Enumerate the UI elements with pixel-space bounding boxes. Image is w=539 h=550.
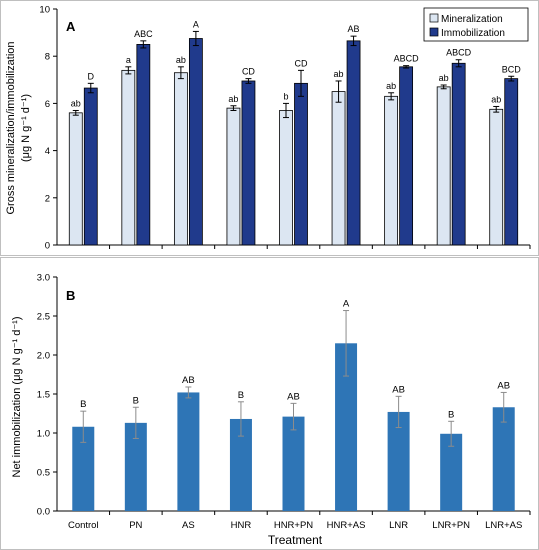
y-tick-label: 2.5: [37, 312, 50, 323]
y-tick-label: 3.0: [37, 273, 50, 284]
bar-net-immobilization: [387, 411, 410, 511]
significance-label-immobilization: ABC: [134, 29, 153, 39]
bar-immobilization: [504, 78, 519, 246]
panel-b: B Net immobilization (μg N g⁻¹ d⁻¹) Trea…: [0, 257, 539, 550]
panel-b-xlabel: Treatment: [268, 533, 323, 547]
x-tick-label: HNR: [231, 520, 252, 531]
significance-label: AB: [392, 384, 405, 395]
significance-label-immobilization: ABCD: [394, 54, 420, 64]
bar-mineralization: [436, 86, 451, 246]
x-tick-label: LNR: [389, 520, 408, 531]
significance-label: AB: [182, 375, 195, 386]
panel-a: A Gross mineralization/immobilization (μ…: [0, 0, 539, 256]
bar-mineralization: [384, 95, 399, 246]
panel-a-legend: Mineralization Immobilization: [423, 7, 529, 42]
panel-a-ylabel-line2: (μg N g⁻¹ d⁻¹): [20, 94, 32, 162]
x-tick-label: Control: [68, 520, 99, 531]
x-tick-label: HNR+PN: [274, 520, 313, 531]
bar-immobilization: [399, 66, 414, 246]
significance-label-immobilization: AB: [348, 24, 360, 34]
legend-label-mineralization: Mineralization: [441, 14, 503, 25]
y-tick-label: 2: [45, 193, 50, 204]
legend-swatch-immobilization: [429, 27, 439, 37]
significance-label-mineralization: ab: [439, 73, 449, 83]
bar-immobilization: [136, 44, 151, 246]
panel-a-label: A: [66, 19, 76, 34]
significance-label-mineralization: ab: [386, 81, 396, 91]
panel-b-bars: B B AB B AB A AB B AB: [72, 299, 515, 511]
significance-label-immobilization: CD: [295, 58, 308, 68]
bar-immobilization: [83, 87, 98, 246]
y-tick-label: 2.0: [37, 351, 50, 362]
significance-label-mineralization: ab: [491, 94, 501, 104]
significance-label-immobilization: CD: [242, 67, 255, 77]
bar-net-immobilization: [440, 433, 463, 511]
y-tick-label: 6: [45, 99, 50, 110]
legend-box: [423, 7, 529, 42]
x-tick-label: LNR+AS: [485, 520, 522, 531]
significance-label-mineralization: ab: [334, 69, 344, 79]
x-tick-label: HNR+AS: [327, 520, 366, 531]
legend-swatch-mineralization: [429, 13, 439, 23]
x-tick-label: LNR+PN: [432, 520, 470, 531]
panel-b-ylabel: Net immobilization (μg N g⁻¹ d⁻¹): [11, 317, 23, 478]
significance-label: B: [448, 409, 454, 420]
bar-mineralization: [68, 112, 83, 246]
bar-mineralization: [331, 91, 346, 246]
bar-net-immobilization: [72, 426, 95, 511]
bar-immobilization: [294, 82, 308, 246]
bar-mineralization: [279, 110, 293, 246]
significance-label: B: [80, 399, 86, 410]
significance-label: B: [133, 395, 139, 406]
panel-a-ylabel-line1: Gross mineralization/immobilization: [5, 41, 17, 214]
y-tick-label: 0.0: [37, 507, 50, 518]
bar-immobilization: [451, 62, 466, 246]
bar-net-immobilization: [229, 418, 252, 511]
bar-mineralization: [173, 72, 188, 246]
significance-label: A: [343, 299, 350, 310]
bar-mineralization: [226, 107, 241, 246]
bar-net-immobilization: [282, 416, 305, 511]
significance-label-immobilization: ABCD: [446, 48, 472, 58]
bar-net-immobilization: [492, 407, 515, 511]
x-tick-label: AS: [182, 520, 195, 531]
panel-a-bars: ab Da ABC ab Aab CD b CD ab AB ab ABCD ab ABCD ab BCD: [68, 19, 522, 246]
legend-label-immobilization: Immobilization: [441, 28, 505, 39]
significance-label: B: [238, 390, 244, 401]
bar-net-immobilization: [335, 343, 358, 511]
significance-label-mineralization: ab: [176, 55, 186, 65]
x-tick-label: PN: [129, 520, 142, 531]
y-tick-label: 1.0: [37, 429, 50, 440]
significance-label-immobilization: A: [193, 19, 199, 29]
y-tick-label: 8: [45, 52, 50, 63]
significance-label: AB: [287, 391, 300, 402]
bar-mineralization: [121, 69, 136, 246]
bar-immobilization: [188, 38, 203, 246]
significance-label-mineralization: ab: [71, 98, 81, 108]
significance-label: AB: [497, 380, 510, 391]
bar-mineralization: [489, 108, 504, 246]
significance-label-mineralization: a: [126, 55, 131, 65]
significance-label-mineralization: b: [283, 91, 288, 101]
panel-b-label: B: [66, 288, 75, 303]
y-tick-label: 10: [39, 5, 50, 16]
bar-net-immobilization: [177, 392, 200, 511]
bar-immobilization: [346, 40, 361, 246]
y-tick-label: 1.5: [37, 390, 50, 401]
y-tick-label: 0: [45, 241, 50, 252]
significance-label-mineralization: ab: [228, 94, 238, 104]
significance-label-immobilization: D: [88, 71, 95, 81]
bar-net-immobilization: [124, 422, 147, 511]
bar-immobilization: [241, 80, 256, 246]
y-tick-label: 0.5: [37, 468, 50, 479]
panel-a-axes: 0 2 4 6 8 10: [39, 5, 531, 252]
y-tick-label: 4: [45, 146, 50, 157]
significance-label-immobilization: BCD: [502, 64, 522, 74]
